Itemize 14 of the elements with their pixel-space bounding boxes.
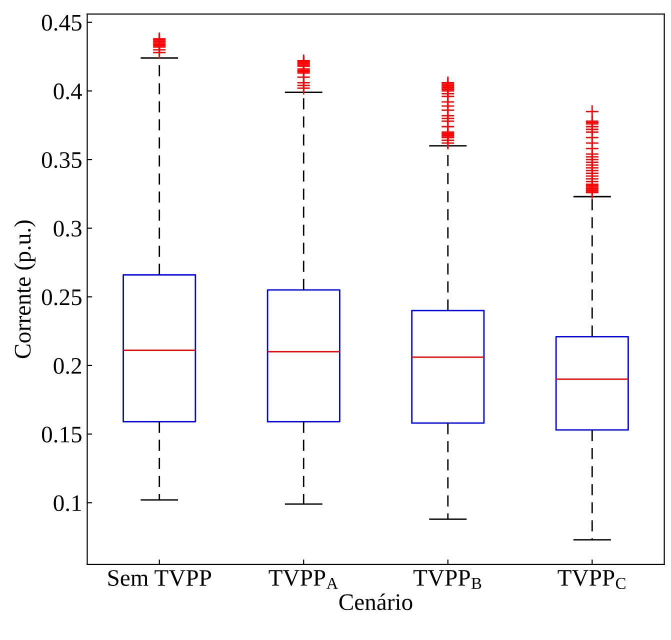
x-tick-label: TVPP$_{C}$ <box>558 570 626 590</box>
y-tick-label: 0.35 <box>42 152 82 168</box>
y-tick-label: 0.4 <box>54 83 82 100</box>
x-tick-label: TVPP$_{B}$ <box>413 570 482 589</box>
y-tick-label: 0.25 <box>42 289 82 306</box>
y-tick-label: 0.15 <box>42 426 82 443</box>
x-tick-label: Sem TVPP <box>108 570 212 586</box>
y-axis-title: Corrente (p.u.) <box>14 220 36 358</box>
y-tick-label: 0.1 <box>54 495 81 512</box>
x-axis-title: Cenário <box>339 594 412 610</box>
x-tick-label: TVPP$_{A}$ <box>268 570 338 589</box>
y-tick-label: 0.3 <box>54 220 82 237</box>
y-tick-label: 0.2 <box>54 358 82 374</box>
y-tick-label: 0.45 <box>42 14 82 31</box>
